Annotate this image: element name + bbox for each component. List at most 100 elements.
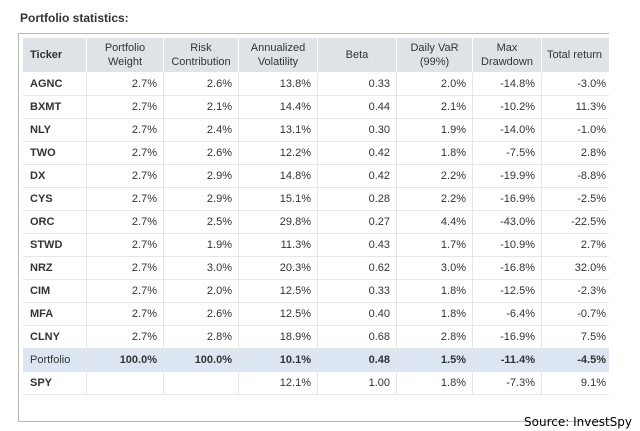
cell-beta: 0.68 (318, 326, 397, 349)
cell-annualized-volatility: 29.8% (239, 211, 318, 234)
cell-daily-var: 1.9% (397, 119, 473, 142)
cell-risk-contribution: 2.4% (164, 119, 239, 142)
cell-ticker: BXMT (23, 96, 87, 119)
cell-ticker: CYS (23, 188, 87, 211)
cell-portfolio-weight: 2.7% (87, 188, 164, 211)
cell-max-drawdown: -16.9% (473, 188, 542, 211)
cell-daily-var: 1.8% (397, 142, 473, 165)
cell-total-return: 7.5% (542, 326, 609, 349)
cell-annualized-volatility: 13.8% (239, 73, 318, 96)
cell-beta: 0.42 (318, 165, 397, 188)
cell-max-drawdown: -16.8% (473, 257, 542, 280)
cell-portfolio-weight: 2.7% (87, 280, 164, 303)
source-note: Source: InvestSpy (524, 415, 632, 429)
cell-risk-contribution: 2.6% (164, 303, 239, 326)
cell-ticker: AGNC (23, 73, 87, 96)
cell-max-drawdown: -12.5% (473, 280, 542, 303)
cell-max-drawdown: -10.9% (473, 234, 542, 257)
cell-annualized-volatility: 12.5% (239, 303, 318, 326)
cell-beta: 0.44 (318, 96, 397, 119)
cell-max-drawdown: -11.4% (473, 349, 542, 372)
section-heading: Portfolio statistics: (20, 11, 129, 25)
cell-daily-var: 2.2% (397, 165, 473, 188)
cell-risk-contribution: 2.8% (164, 326, 239, 349)
cell-max-drawdown: -43.0% (473, 211, 542, 234)
cell-portfolio-weight: 100.0% (87, 349, 164, 372)
cell-portfolio-weight: 2.7% (87, 119, 164, 142)
column-header-ticker: Ticker (23, 38, 87, 73)
cell-annualized-volatility: 14.4% (239, 96, 318, 119)
cell-daily-var: 4.4% (397, 211, 473, 234)
cell-portfolio-weight: 2.7% (87, 165, 164, 188)
cell-portfolio-weight: 2.7% (87, 96, 164, 119)
cell-ticker: NRZ (23, 257, 87, 280)
cell-beta: 1.00 (318, 372, 397, 395)
cell-portfolio-weight: 2.7% (87, 73, 164, 96)
cell-beta: 0.48 (318, 349, 397, 372)
table-row: SPY 12.1% 1.00 1.8% -7.3% 9.1% (23, 372, 609, 395)
cell-ticker: DX (23, 165, 87, 188)
cell-max-drawdown: -7.3% (473, 372, 542, 395)
cell-total-return: -3.0% (542, 73, 609, 96)
cell-max-drawdown: -7.5% (473, 142, 542, 165)
cell-total-return: 11.3% (542, 96, 609, 119)
cell-total-return: -2.5% (542, 188, 609, 211)
cell-ticker: STWD (23, 234, 87, 257)
cell-max-drawdown: -14.8% (473, 73, 542, 96)
column-header-portfolio-weight: Portfolio Weight (87, 38, 164, 73)
cell-portfolio-weight: 2.7% (87, 257, 164, 280)
cell-daily-var: 2.0% (397, 73, 473, 96)
cell-ticker: MFA (23, 303, 87, 326)
cell-beta: 0.62 (318, 257, 397, 280)
cell-max-drawdown: -16.9% (473, 326, 542, 349)
cell-portfolio-weight (87, 372, 164, 395)
cell-portfolio-weight: 2.7% (87, 303, 164, 326)
cell-daily-var: 1.7% (397, 234, 473, 257)
cell-max-drawdown: -10.2% (473, 96, 542, 119)
cell-annualized-volatility: 15.1% (239, 188, 318, 211)
cell-annualized-volatility: 18.9% (239, 326, 318, 349)
cell-annualized-volatility: 12.5% (239, 280, 318, 303)
cell-ticker: CLNY (23, 326, 87, 349)
cell-risk-contribution: 2.9% (164, 165, 239, 188)
cell-annualized-volatility: 12.2% (239, 142, 318, 165)
cell-beta: 0.28 (318, 188, 397, 211)
table-row: CIM 2.7% 2.0% 12.5% 0.33 1.8% -12.5% -2.3% (23, 280, 609, 303)
cell-portfolio-weight: 2.7% (87, 211, 164, 234)
table-row: CYS 2.7% 2.9% 15.1% 0.28 2.2% -16.9% -2.5% (23, 188, 609, 211)
cell-daily-var: 2.2% (397, 188, 473, 211)
cell-daily-var: 3.0% (397, 257, 473, 280)
cell-annualized-volatility: 12.1% (239, 372, 318, 395)
cell-max-drawdown: -14.0% (473, 119, 542, 142)
cell-total-return: -8.8% (542, 165, 609, 188)
cell-total-return: -4.5% (542, 349, 609, 372)
cell-total-return: -1.0% (542, 119, 609, 142)
cell-total-return: -22.5% (542, 211, 609, 234)
cell-annualized-volatility: 13.1% (239, 119, 318, 142)
cell-risk-contribution: 1.9% (164, 234, 239, 257)
table-row: DX 2.7% 2.9% 14.8% 0.42 2.2% -19.9% -8.8% (23, 165, 609, 188)
column-header-risk-contribution: Risk Contribution (164, 38, 239, 73)
cell-risk-contribution: 2.6% (164, 73, 239, 96)
cell-portfolio-weight: 2.7% (87, 326, 164, 349)
cell-total-return: 2.7% (542, 234, 609, 257)
cell-total-return: 2.8% (542, 142, 609, 165)
cell-risk-contribution: 2.1% (164, 96, 239, 119)
cell-daily-var: 2.1% (397, 96, 473, 119)
table-row: ORC 2.7% 2.5% 29.8% 0.27 4.4% -43.0% -22.5% (23, 211, 609, 234)
cell-risk-contribution: 3.0% (164, 257, 239, 280)
table-row: MFA 2.7% 2.6% 12.5% 0.40 1.8% -6.4% -0.7% (23, 303, 609, 326)
cell-beta: 0.43 (318, 234, 397, 257)
cell-ticker: Portfolio (23, 349, 87, 372)
cell-risk-contribution: 2.5% (164, 211, 239, 234)
cell-total-return: -0.7% (542, 303, 609, 326)
cell-total-return: 32.0% (542, 257, 609, 280)
cell-daily-var: 1.5% (397, 349, 473, 372)
cell-risk-contribution (164, 372, 239, 395)
cell-beta: 0.33 (318, 280, 397, 303)
cell-total-return: -2.3% (542, 280, 609, 303)
cell-risk-contribution: 2.0% (164, 280, 239, 303)
table-body: AGNC 2.7% 2.6% 13.8% 0.33 2.0% -14.8% -3.0% BXMT… (23, 73, 609, 395)
cell-risk-contribution: 2.6% (164, 142, 239, 165)
